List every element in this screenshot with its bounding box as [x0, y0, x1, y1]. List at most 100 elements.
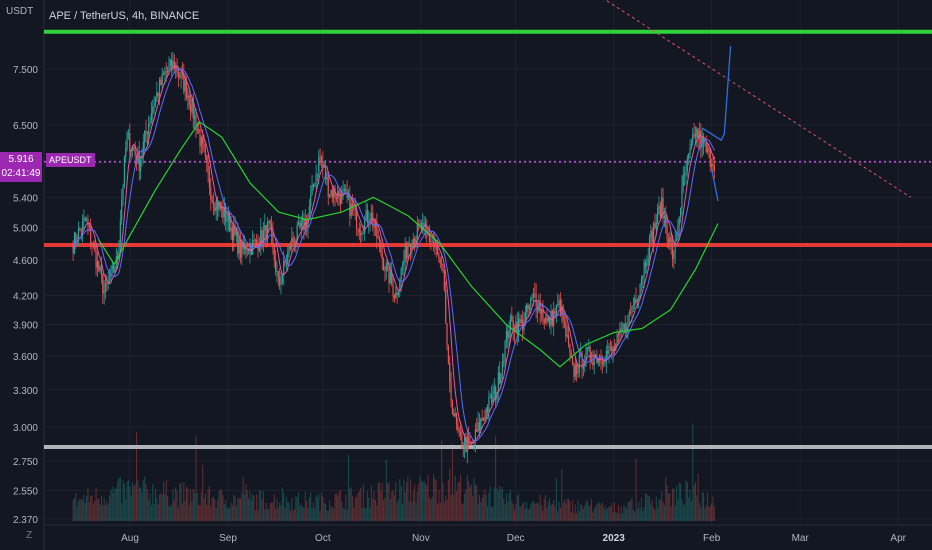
- volume-bar: [700, 507, 702, 521]
- volume-bar: [674, 505, 676, 521]
- volume-bar: [418, 483, 420, 521]
- candle-body: [628, 312, 630, 315]
- candle-body: [353, 209, 355, 211]
- candle-body: [129, 132, 131, 152]
- candle-body: [127, 132, 130, 134]
- volume-bar: [427, 474, 429, 521]
- candle-body: [260, 229, 262, 248]
- trend-lines[interactable]: [481, 0, 912, 202]
- volume-bar: [349, 488, 351, 521]
- candle-body: [81, 220, 84, 232]
- candle-body: [705, 142, 707, 153]
- volume-bar: [177, 507, 179, 521]
- volume-bar: [366, 491, 368, 521]
- volume-bar: [518, 493, 520, 521]
- volume-bar: [126, 481, 128, 521]
- candle-body: [527, 304, 529, 310]
- volume-bar: [212, 496, 215, 521]
- candle-body: [153, 105, 155, 108]
- volume-bar: [167, 495, 169, 521]
- z-button[interactable]: Z: [26, 530, 33, 541]
- volume-bar: [137, 479, 139, 521]
- candle-body: [605, 350, 607, 363]
- candle-body: [620, 328, 622, 331]
- candle-body: [603, 363, 605, 365]
- volume-bar: [557, 511, 559, 521]
- volume-bar: [612, 512, 614, 521]
- volume-bar: [632, 509, 634, 521]
- candle-body: [588, 346, 590, 349]
- candle-body: [141, 154, 143, 161]
- volume-bar: [273, 494, 275, 521]
- candle-body: [632, 305, 634, 307]
- candle-body: [654, 223, 656, 228]
- y-tick-label: 2.370: [13, 515, 38, 526]
- volume-bar: [180, 482, 182, 521]
- candle-body: [142, 141, 144, 155]
- volume-bar: [370, 485, 372, 521]
- volume-bar: [607, 507, 609, 521]
- candle-body: [358, 229, 360, 233]
- candle-body: [218, 201, 220, 211]
- candle-body: [418, 223, 420, 225]
- candle-body: [216, 200, 219, 211]
- volume-bar: [310, 492, 312, 521]
- candle-body: [343, 189, 346, 191]
- candle-body: [431, 241, 433, 243]
- horizontal-levels[interactable]: [44, 29, 932, 450]
- volume-bar: [470, 484, 472, 521]
- candle-body: [700, 130, 702, 148]
- candle-body: [288, 245, 290, 253]
- candle-body: [154, 97, 157, 106]
- candle-body: [365, 210, 367, 219]
- candle-body: [393, 295, 395, 298]
- volume-bar: [264, 509, 266, 521]
- candle-body: [569, 343, 571, 353]
- candle-body: [558, 300, 560, 306]
- candle-body: [355, 208, 358, 229]
- candle-body: [222, 206, 224, 218]
- volume-bar: [351, 496, 354, 521]
- volume-bar: [238, 497, 240, 521]
- volume-bar: [574, 504, 576, 521]
- volume-bar: [377, 482, 379, 521]
- candle-body: [669, 236, 671, 243]
- candle-body: [98, 260, 100, 271]
- volume-bar: [239, 498, 242, 521]
- candle-body: [609, 346, 611, 348]
- volume-bar: [434, 478, 436, 521]
- candle-body: [563, 320, 566, 322]
- volume-bar: [697, 474, 699, 521]
- volume-bar: [145, 483, 147, 521]
- volume-bar: [539, 494, 541, 521]
- volume-bar: [524, 509, 526, 521]
- candle-body: [565, 321, 567, 337]
- volume-bar: [438, 489, 440, 521]
- volume-bar: [300, 503, 302, 521]
- candle-body: [497, 372, 499, 392]
- candle-body: [659, 205, 661, 217]
- candle-body: [500, 373, 502, 384]
- volume-bar: [511, 501, 513, 521]
- volume-bar: [378, 482, 381, 521]
- candle-body: [447, 346, 449, 363]
- volume-bar: [392, 489, 394, 521]
- volume-bar: [134, 484, 136, 521]
- volume-bar: [119, 476, 121, 521]
- candle-body: [420, 223, 422, 230]
- volume-bar: [260, 490, 262, 521]
- volume-bar: [642, 511, 644, 521]
- volume-bar: [399, 478, 401, 521]
- candle-body: [264, 225, 266, 231]
- candle-body: [404, 245, 406, 261]
- volume-bar: [678, 482, 680, 521]
- volume-bar: [581, 505, 583, 521]
- volume-bar: [125, 498, 127, 521]
- candle-body: [472, 442, 474, 444]
- candle-body: [570, 352, 572, 357]
- volume-bar: [110, 490, 112, 521]
- candle-body: [509, 315, 512, 332]
- volume-bar: [183, 482, 185, 521]
- volume-bar: [269, 502, 271, 521]
